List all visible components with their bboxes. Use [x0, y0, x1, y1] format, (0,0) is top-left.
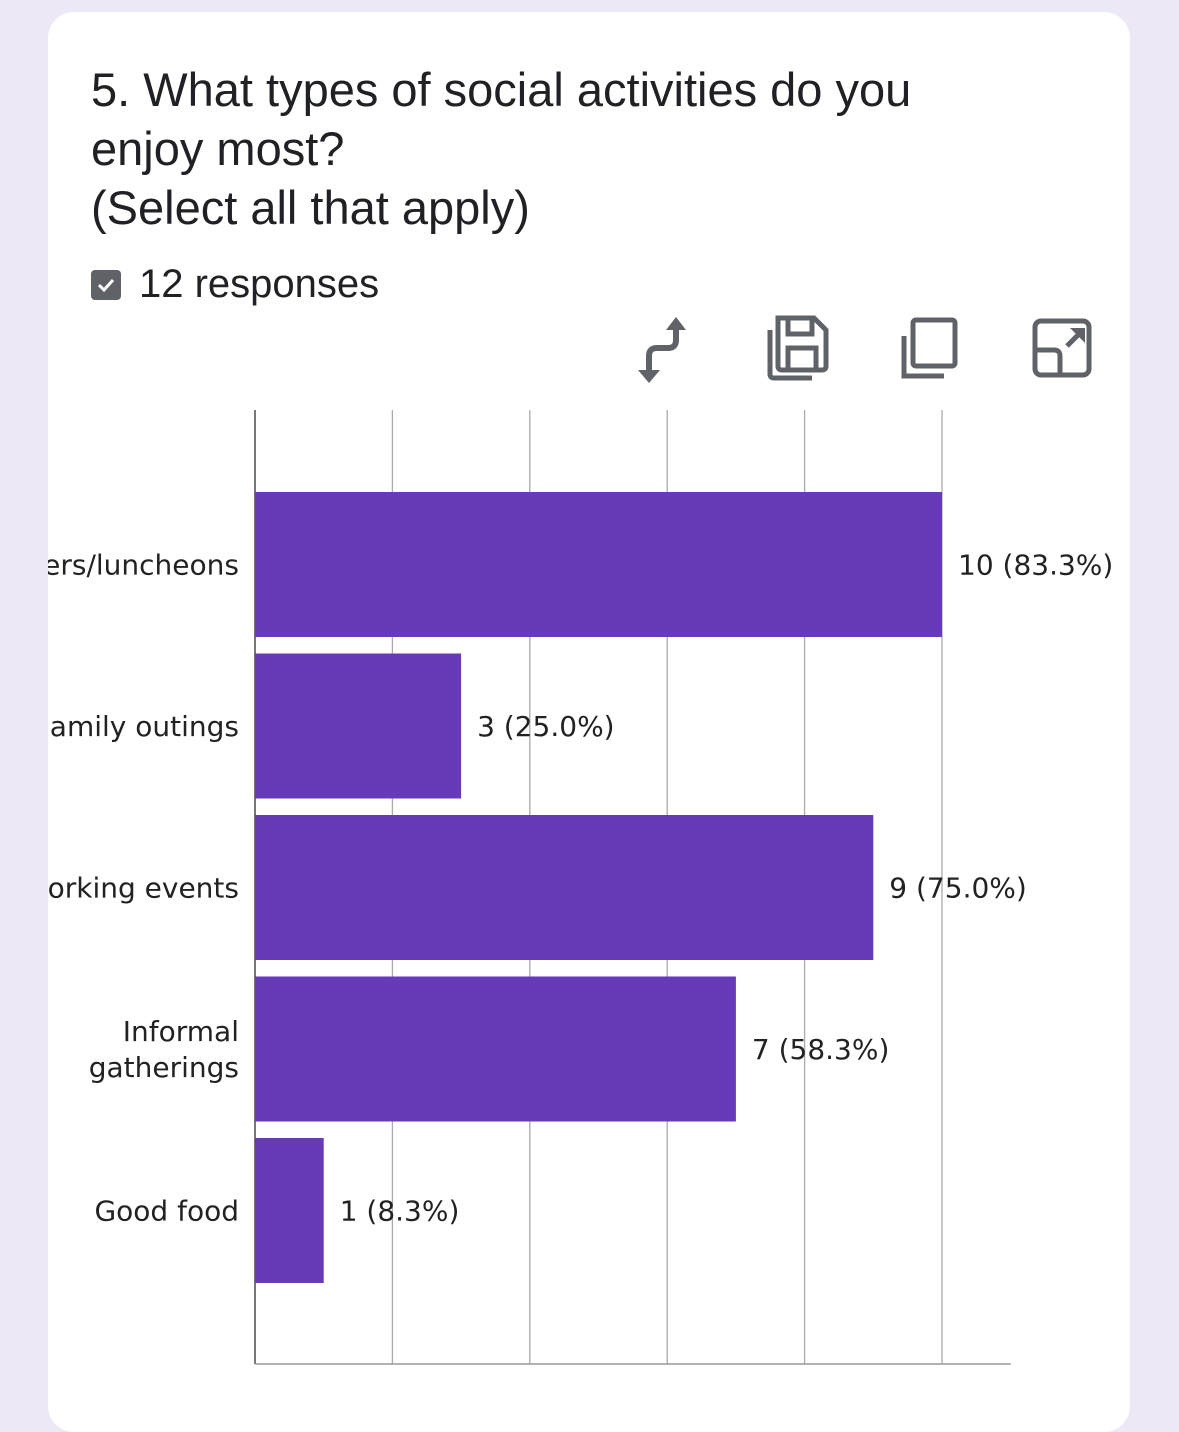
question-title-line: 5. What types of social activities do yo… [91, 63, 912, 116]
expand-icon[interactable] [1030, 312, 1094, 386]
category-label: ers/luncheons [48, 549, 239, 582]
question-title-line: (Select all that apply) [91, 181, 530, 234]
data-label: 7 (58.3%) [752, 1033, 890, 1066]
question-title-line: enjoy most? [91, 122, 345, 175]
category-label: orking events [48, 872, 239, 905]
question-card: 5. What types of social activities do yo… [48, 12, 1130, 1432]
category-label: gatherings [89, 1051, 239, 1084]
data-label: 10 (83.3%) [958, 549, 1113, 582]
bar-chart: 10 (83.3%) ers/luncheons 3 (25.0%) amily ou… [48, 410, 1113, 1365]
responses-label: 12 responses [139, 262, 380, 306]
data-label: 3 (25.0%) [477, 710, 615, 743]
bar [255, 653, 462, 799]
data-label: 9 (75.0%) [889, 872, 1027, 905]
swap-axes-icon[interactable] [636, 312, 700, 386]
category-label: amily outings [50, 710, 239, 743]
category-label: Good food [94, 1195, 239, 1228]
data-label: 1 (8.3%) [340, 1195, 460, 1228]
bar [255, 976, 736, 1122]
checkbox-icon [91, 269, 121, 300]
bar [255, 492, 942, 637]
bar [255, 815, 874, 960]
copy-icon[interactable] [898, 312, 962, 386]
bar [255, 1138, 324, 1283]
responses-count: 12 responses [91, 262, 379, 307]
category-label: Informal [123, 1015, 239, 1048]
question-title: 5. What types of social activities do yo… [91, 60, 1051, 237]
save-icon[interactable] [766, 312, 830, 386]
